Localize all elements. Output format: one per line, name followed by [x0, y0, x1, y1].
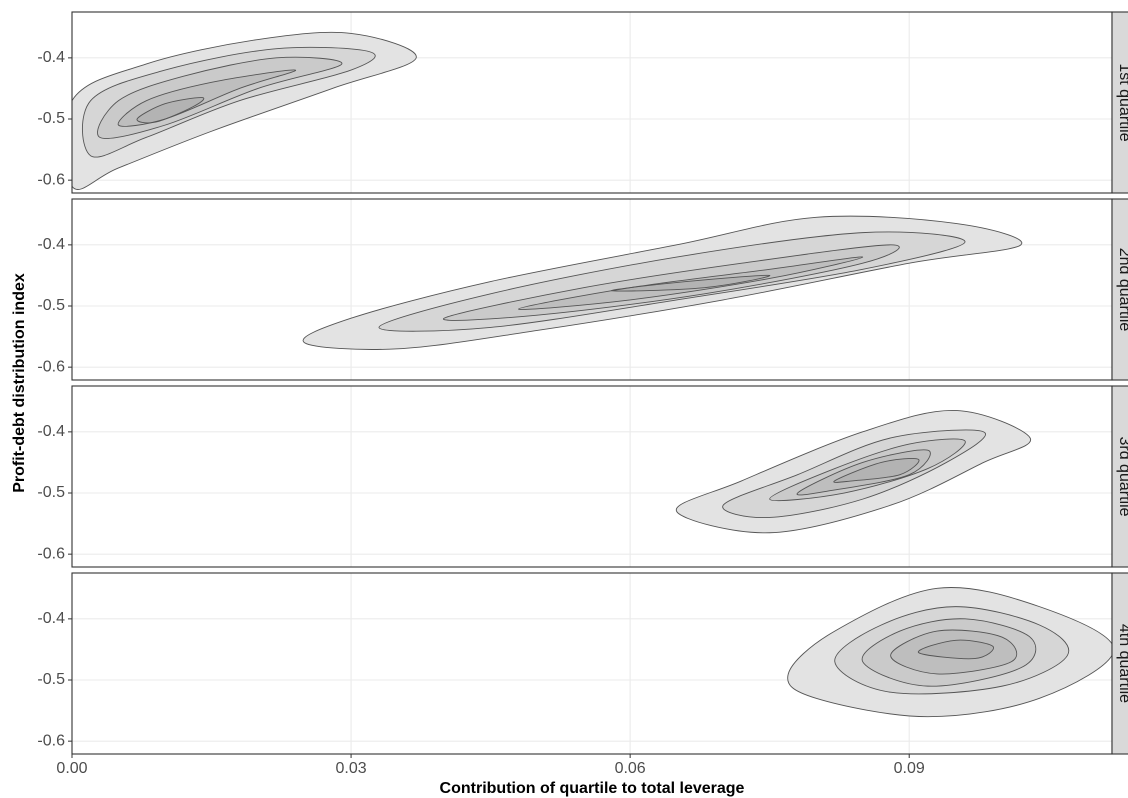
y-tick-label: -0.4 — [37, 49, 65, 66]
strip-label: 4th quartile — [1116, 624, 1128, 703]
contours — [787, 587, 1112, 718]
density-contour — [918, 639, 994, 660]
y-tick-label: -0.6 — [37, 171, 65, 188]
strip-label: 1st quartile — [1116, 63, 1128, 141]
y-tick-label: -0.4 — [37, 610, 65, 627]
density-contour — [81, 46, 376, 158]
density-contour — [796, 449, 931, 496]
y-tick-label: -0.5 — [37, 110, 65, 127]
x-axis-title: Contribution of quartile to total levera… — [440, 780, 745, 797]
density-contour — [769, 438, 966, 502]
density-contour — [722, 429, 986, 518]
density-contour — [890, 629, 1018, 675]
y-tick-label: -0.6 — [37, 732, 65, 749]
density-contour — [833, 458, 920, 483]
y-tick-label: -0.5 — [37, 484, 65, 501]
y-tick-label: -0.4 — [37, 423, 65, 440]
y-tick-label: -0.5 — [37, 671, 65, 688]
strip — [1111, 572, 1128, 755]
contours — [302, 215, 1023, 350]
y-axis-title: Profit-debt distribution index — [11, 273, 28, 493]
density-contour — [676, 410, 1031, 534]
strip-label: 2nd quartile — [1116, 248, 1128, 332]
density-contour — [136, 97, 205, 124]
y-tick-label: -0.4 — [37, 236, 65, 253]
strip — [1111, 11, 1128, 194]
x-tick-label: 0.03 — [335, 760, 366, 777]
x-tick-label: 0.09 — [894, 760, 925, 777]
contours — [676, 410, 1031, 534]
contours — [72, 31, 417, 190]
y-tick-label: -0.6 — [37, 545, 65, 562]
density-contour — [97, 56, 343, 139]
y-tick-label: -0.5 — [37, 297, 65, 314]
y-tick-label: -0.6 — [37, 358, 65, 375]
strip-label: 3rd quartile — [1116, 436, 1128, 516]
density-contour — [861, 618, 1037, 687]
strip — [1111, 198, 1128, 381]
x-tick-label: 0.00 — [56, 760, 87, 777]
density-contour — [611, 274, 771, 292]
x-tick-label: 0.06 — [615, 760, 646, 777]
density-contour — [787, 587, 1112, 718]
strip — [1111, 385, 1128, 568]
